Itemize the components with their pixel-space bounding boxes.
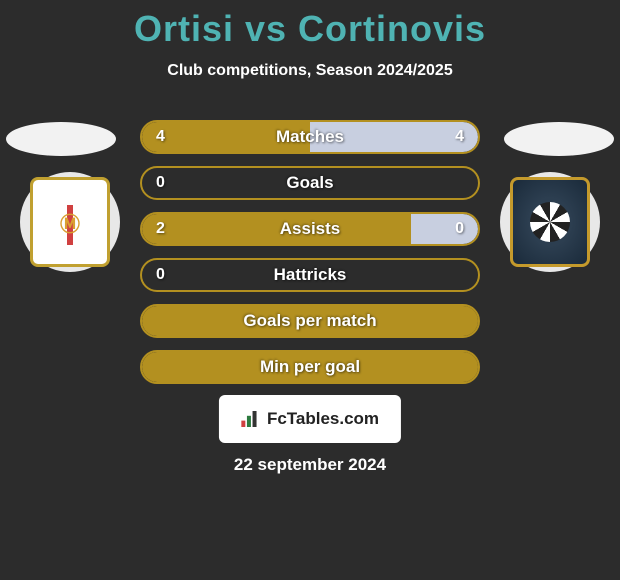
stat-row: Min per goal	[140, 350, 480, 384]
stat-label: Min per goal	[260, 357, 360, 377]
stat-row: Assists 2 0	[140, 212, 480, 246]
player-avatar-right	[504, 122, 614, 156]
stat-value-left: 0	[156, 266, 165, 284]
root-container: Ortisi vs Cortinovis Club competitions, …	[0, 0, 620, 580]
source-badge-text: FcTables.com	[267, 409, 379, 429]
stat-value-right: 0	[455, 220, 464, 238]
bars-icon	[241, 411, 261, 427]
club-crest-left: Ⓜ	[30, 177, 110, 267]
club-badge-right	[500, 172, 600, 272]
stat-label: Goals	[286, 173, 333, 193]
stat-row: Goals 0	[140, 166, 480, 200]
stat-label: Hattricks	[274, 265, 347, 285]
stat-value-right: 4	[455, 128, 464, 146]
player-avatar-left	[6, 122, 116, 156]
crest-left-initials: Ⓜ	[60, 208, 80, 237]
subtitle: Club competitions, Season 2024/2025	[0, 62, 620, 80]
club-badge-left: Ⓜ	[20, 172, 120, 272]
stat-value-left: 2	[156, 220, 165, 238]
bar-fill-left	[142, 214, 411, 244]
bar-fill-right	[411, 214, 478, 244]
stat-value-left: 0	[156, 174, 165, 192]
stat-label: Matches	[276, 127, 344, 147]
source-badge: FcTables.com	[219, 395, 401, 443]
crest-ball-icon	[530, 202, 570, 242]
stat-label: Assists	[280, 219, 340, 239]
page-title: Ortisi vs Cortinovis	[0, 0, 620, 50]
club-crest-right	[510, 177, 590, 267]
stats-bars: Matches44Goals0Assists20Hattricks0Goals …	[140, 120, 480, 396]
stat-row: Hattricks 0	[140, 258, 480, 292]
stat-row: Matches 4 4	[140, 120, 480, 154]
stat-label: Goals per match	[243, 311, 376, 331]
date-label: 22 september 2024	[234, 455, 386, 475]
stat-row: Goals per match	[140, 304, 480, 338]
stat-value-left: 4	[156, 128, 165, 146]
